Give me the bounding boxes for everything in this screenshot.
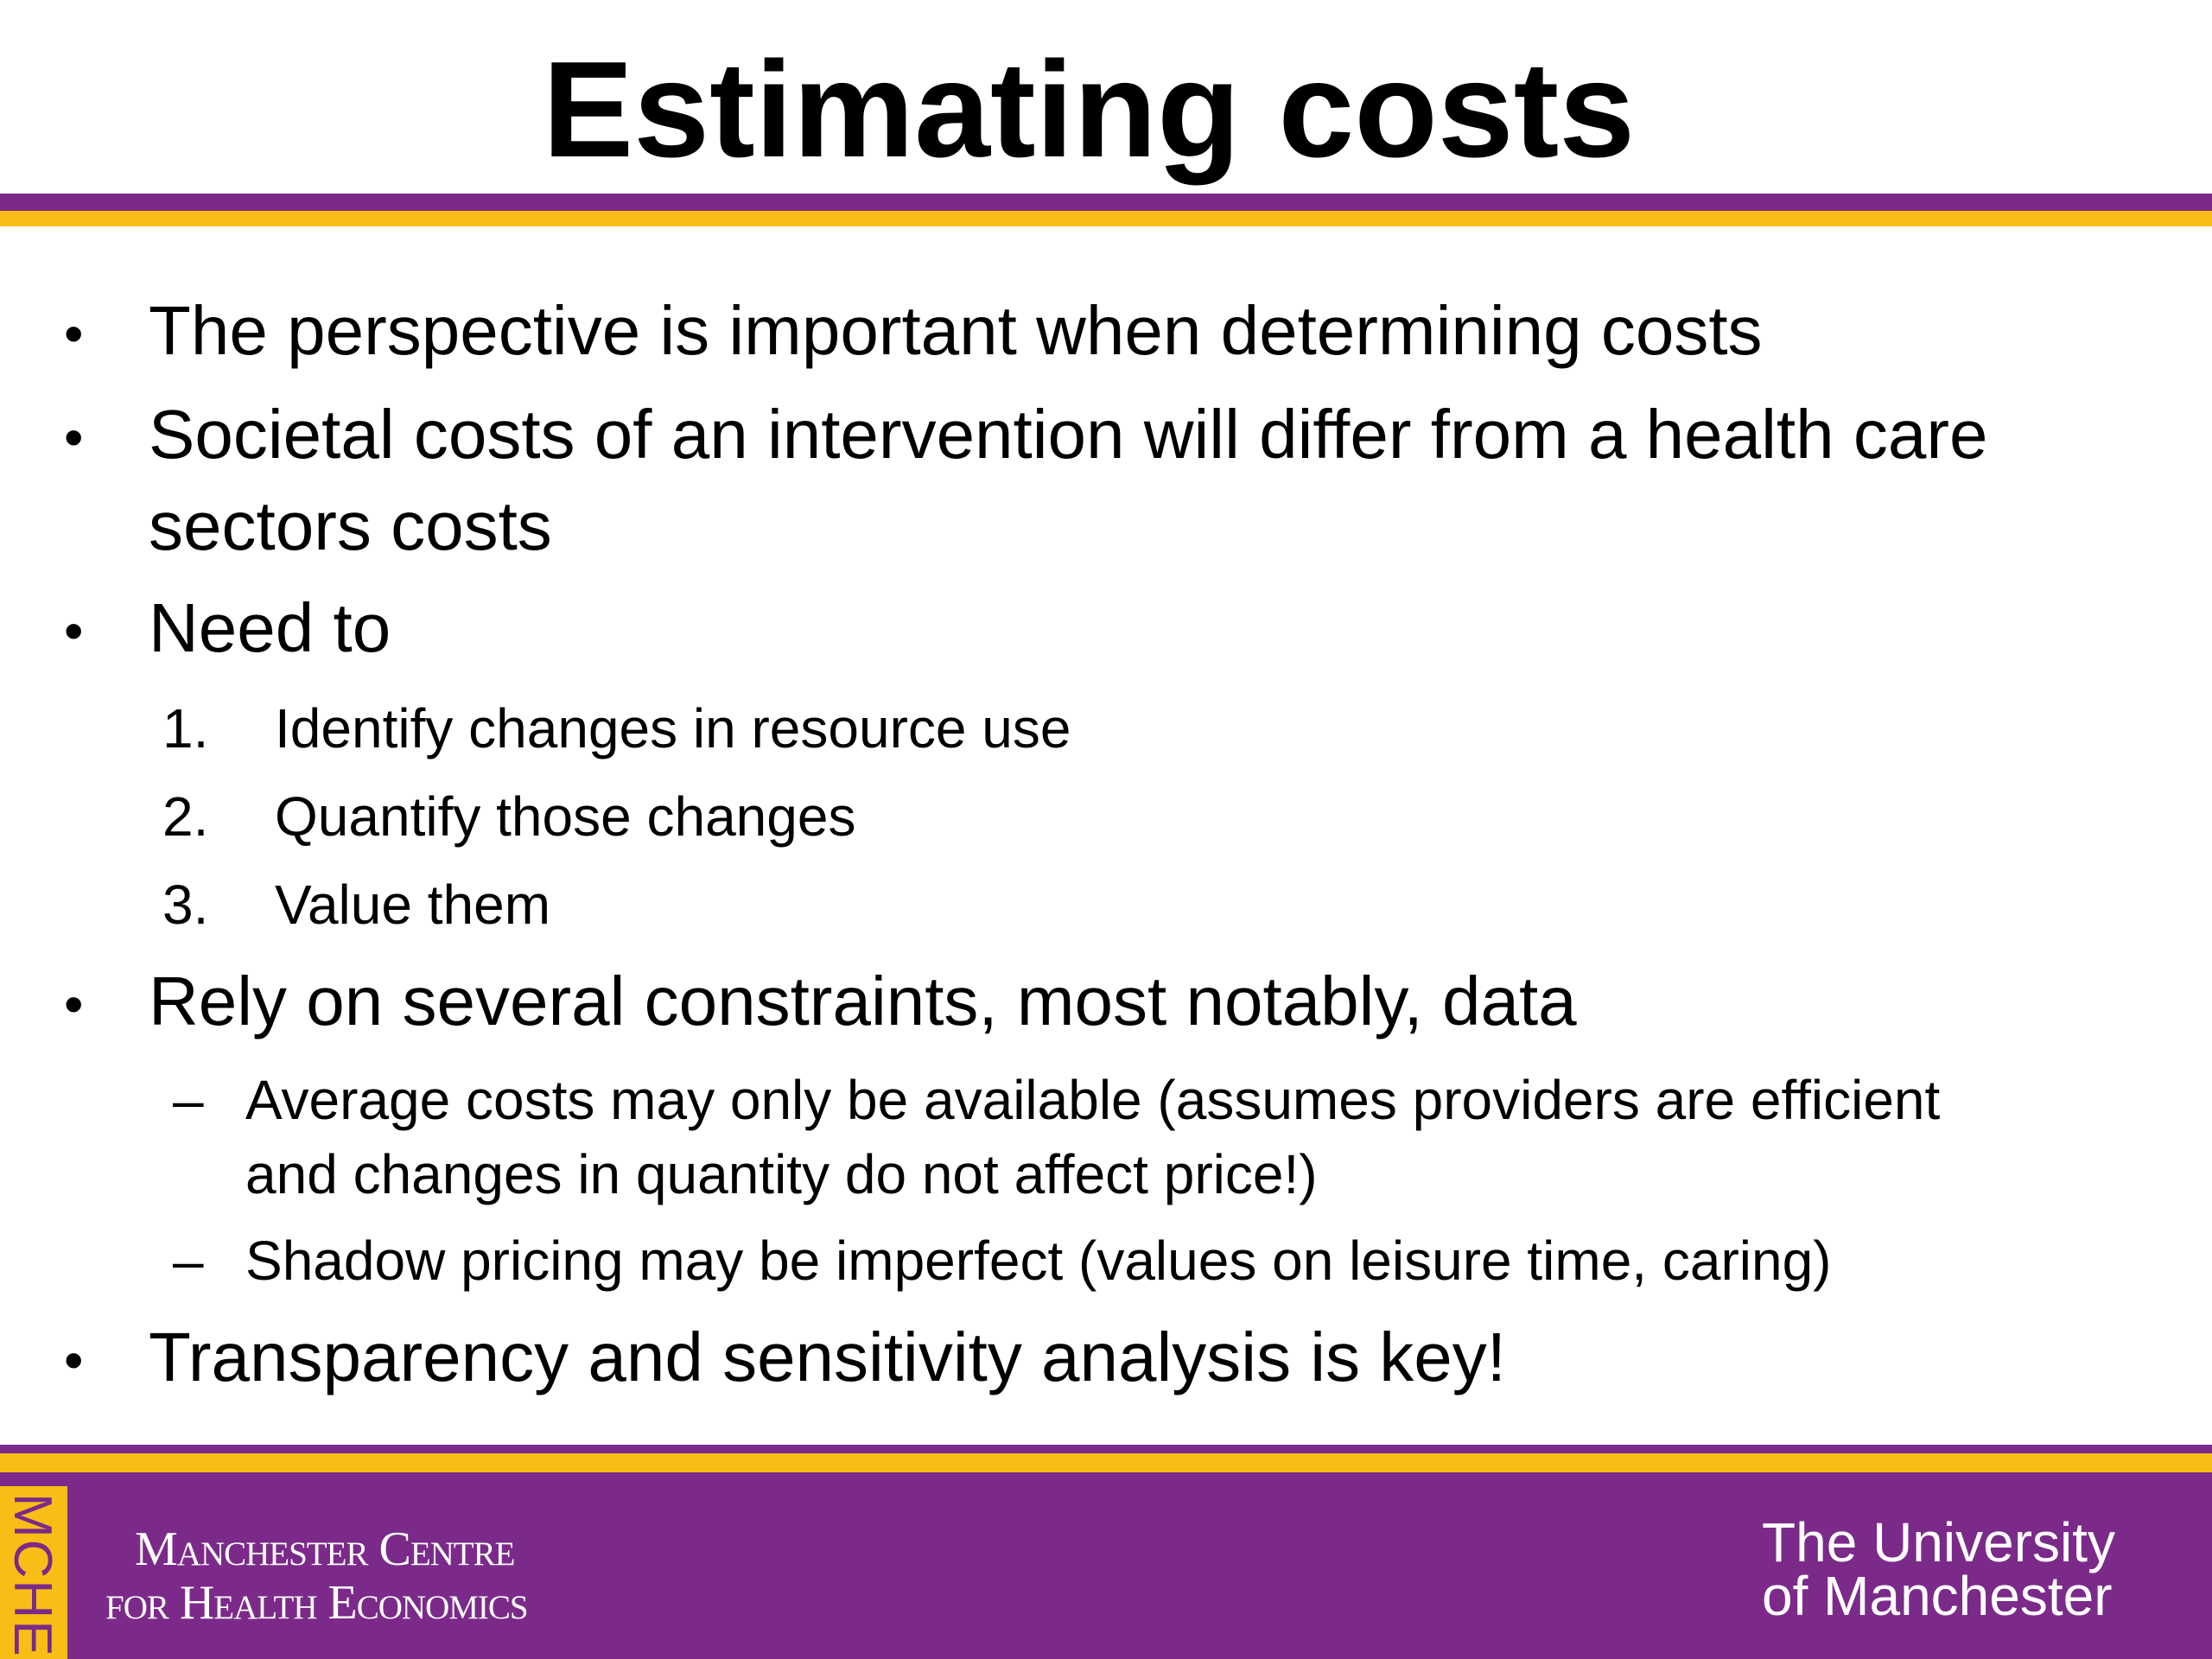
step-text: Quantify those changes <box>275 785 856 848</box>
bullet-marker: • <box>64 302 84 365</box>
bullet-text: Societal costs of an intervention will d… <box>149 396 1988 473</box>
step-number: 1. <box>162 697 209 760</box>
bullet-text: The perspective is important when determ… <box>149 292 1763 369</box>
subpoint-text: Average costs may only be available (ass… <box>245 1069 1941 1131</box>
mche-logo-tab: MCHE <box>0 1486 67 1659</box>
step-number: 3. <box>162 874 209 936</box>
university-logo: The University of Manchester <box>1762 1511 2115 1627</box>
bullet-text: sectors costs <box>149 487 552 564</box>
bullet-marker: • <box>64 406 84 468</box>
bullet-marker: • <box>64 600 84 662</box>
subpoint-text: Shadow pricing may be imperfect (values … <box>245 1230 1832 1292</box>
centre-name-line: Manchester Centre <box>135 1522 515 1576</box>
centre-name-line: for Health Economics <box>105 1576 529 1630</box>
header-divider-purple <box>0 194 2212 211</box>
university-name-line: The University <box>1762 1511 2115 1573</box>
footer-bar <box>0 1472 2212 1659</box>
step-text: Identify changes in resource use <box>275 697 1071 760</box>
bullet-marker: • <box>64 1329 84 1391</box>
slide-body: • The perspective is important when dete… <box>64 292 1988 1395</box>
subpoint-dash: – <box>173 1069 204 1131</box>
bullet-text: Transparency and sensitivity analysis is… <box>149 1319 1507 1395</box>
subpoint-text: and changes in quantity do not affect pr… <box>245 1143 1318 1205</box>
mche-logo-text: MCHE <box>3 1493 62 1658</box>
bullet-marker: • <box>64 973 84 1035</box>
slide-title: Estimating costs <box>542 34 1636 186</box>
step-text: Value them <box>275 874 550 936</box>
bullet-text: Rely on several constraints, most notabl… <box>149 963 1577 1039</box>
bullet-text: Need to <box>149 589 391 666</box>
step-number: 2. <box>162 785 209 848</box>
centre-logo: Manchester Centre for Health Economics <box>105 1522 529 1630</box>
subpoint-dash: – <box>173 1230 204 1292</box>
header-divider-gold <box>0 211 2212 226</box>
footer-divider-purple <box>0 1445 2212 1453</box>
footer-divider-gold <box>0 1453 2212 1472</box>
university-name-line: of Manchester <box>1762 1565 2113 1627</box>
